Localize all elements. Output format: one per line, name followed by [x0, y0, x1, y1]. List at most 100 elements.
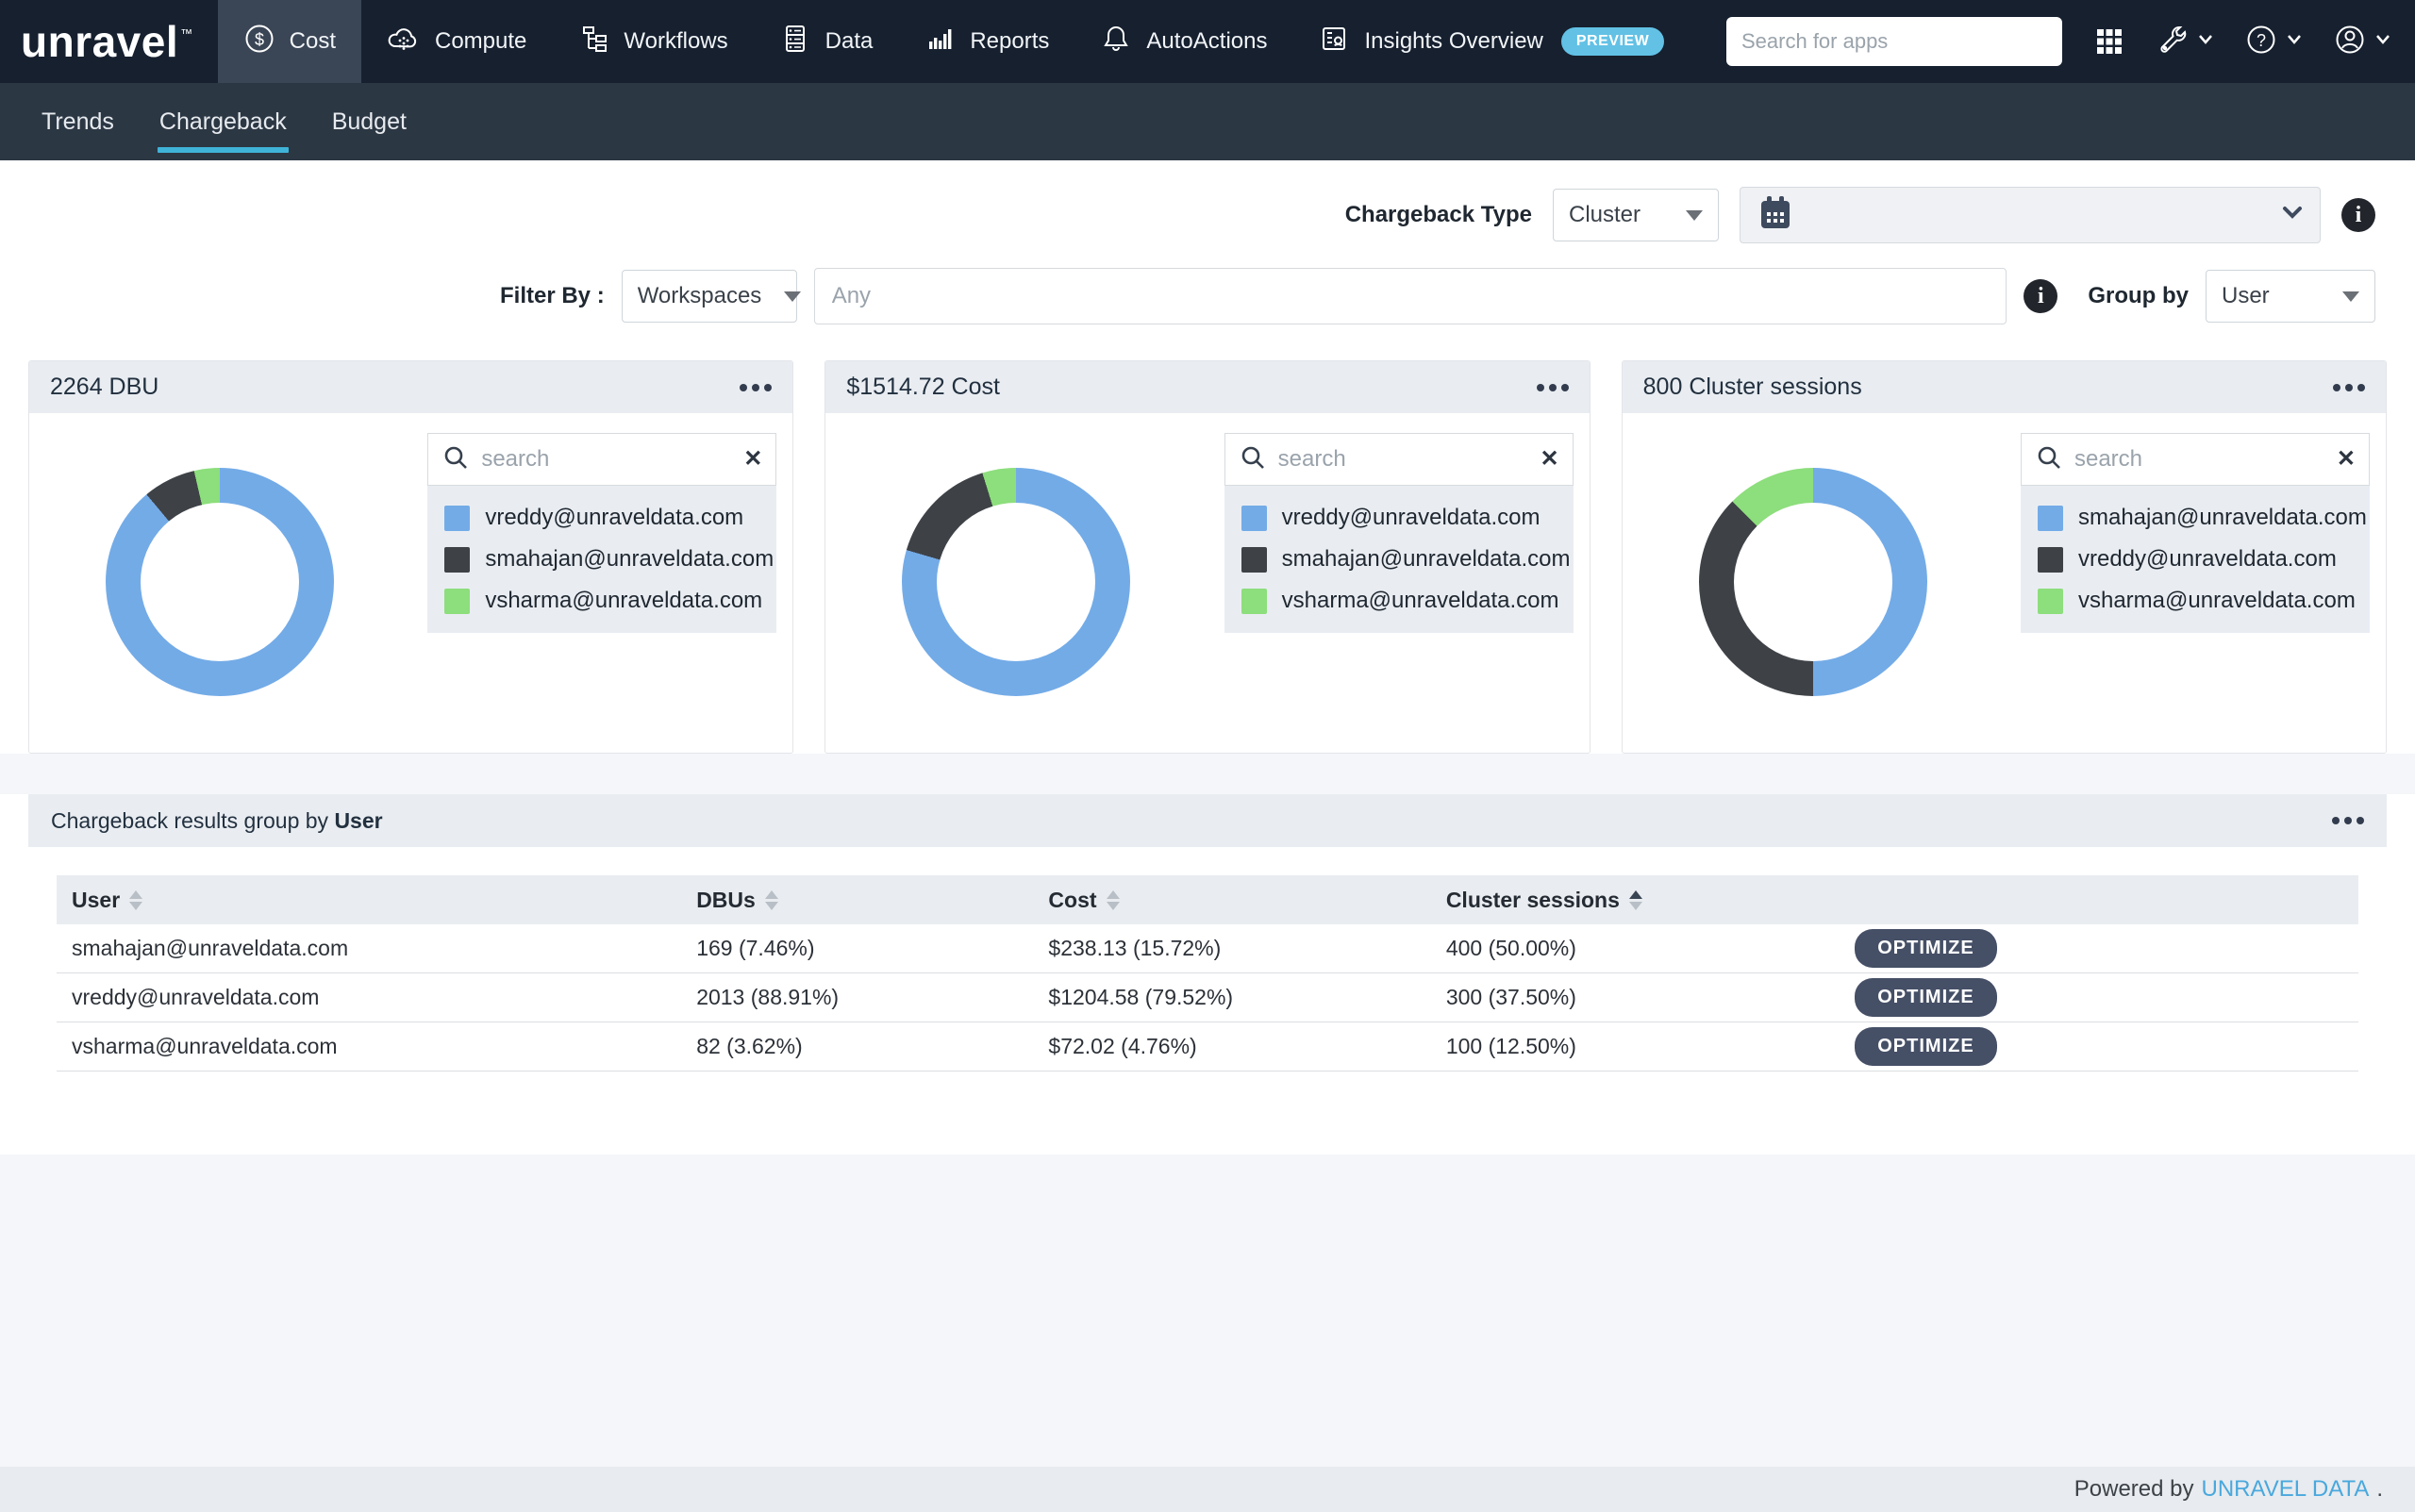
- cost-donut-chart[interactable]: [902, 468, 1131, 696]
- unravel-logo[interactable]: unravel ™: [0, 0, 218, 83]
- nav-item-label: Workflows: [624, 28, 728, 54]
- legend-item[interactable]: vreddy@unraveldata.com: [444, 505, 759, 531]
- tools-icon: [2157, 24, 2189, 60]
- close-icon[interactable]: ✕: [743, 446, 763, 472]
- chargeback-type-label: Chargeback Type: [1344, 202, 1532, 227]
- nav-item-cost[interactable]: $ Cost: [217, 0, 361, 83]
- legend: vreddy@unraveldata.com smahajan@unraveld…: [427, 486, 777, 633]
- user-avatar-icon: [2334, 24, 2366, 60]
- date-info-icon[interactable]: i: [2341, 198, 2375, 232]
- bell-icon: [1100, 23, 1132, 61]
- search-icon: [1239, 443, 1267, 476]
- nav-item-insights-overview[interactable]: Insights Overview PREVIEW: [1292, 0, 1690, 83]
- close-icon[interactable]: ✕: [1540, 446, 1559, 472]
- chargeback-results-section: Chargeback results group by User User DB…: [28, 794, 2387, 1098]
- legend-item[interactable]: vsharma@unraveldata.com: [1241, 588, 1558, 614]
- cell-sessions: 100 (12.50%): [1445, 1034, 1576, 1058]
- nav-item-compute[interactable]: Compute: [361, 0, 552, 83]
- legend-item[interactable]: vsharma@unraveldata.com: [2037, 588, 2356, 614]
- dbu-donut-chart[interactable]: [106, 468, 334, 696]
- cluster-sessions-donut-chart[interactable]: [1698, 468, 1927, 696]
- cell-dbus: 82 (3.62%): [696, 1034, 803, 1058]
- nav-item-data[interactable]: Data: [754, 0, 899, 83]
- nav-item-label: Insights Overview: [1364, 28, 1543, 54]
- legend-item[interactable]: smahajan@unraveldata.com: [1241, 546, 1571, 573]
- filter-value-input[interactable]: [813, 268, 2007, 324]
- results-title: Chargeback results group by User: [51, 807, 383, 833]
- legend-item[interactable]: smahajan@unraveldata.com: [444, 546, 774, 573]
- legend-search-input[interactable]: [481, 446, 733, 473]
- legend-item[interactable]: vreddy@unraveldata.com: [2037, 546, 2353, 573]
- chargeback-type-select[interactable]: Cluster: [1553, 189, 1719, 241]
- help-menu[interactable]: ?: [2245, 24, 2302, 60]
- account-menu[interactable]: [2334, 24, 2390, 60]
- tab-chargeback[interactable]: Chargeback: [137, 83, 309, 160]
- nav-item-label: Data: [824, 28, 874, 54]
- column-header-cluster-sessions[interactable]: Cluster sessions: [1446, 888, 1855, 913]
- tools-menu[interactable]: [2157, 24, 2213, 60]
- main-content: Chargeback Type Cluster i Filter By : Wo…: [0, 160, 2415, 1155]
- card-menu-icon[interactable]: [1536, 383, 1569, 391]
- legend-search-input[interactable]: [1277, 446, 1529, 473]
- legend-swatch: [2037, 546, 2063, 573]
- group-by-select[interactable]: User: [2206, 270, 2375, 323]
- tab-budget[interactable]: Budget: [331, 108, 407, 135]
- primary-nav: $ Cost Compute Workflows Data R: [217, 0, 1690, 83]
- tab-trends[interactable]: Trends: [42, 108, 114, 135]
- legend-search-input[interactable]: [2074, 446, 2325, 473]
- calendar-icon: [1757, 194, 1793, 237]
- date-range-picker[interactable]: [1740, 187, 2321, 243]
- cost-card: $1514.72 Cost ✕ vr: [824, 360, 1591, 754]
- svg-text:$: $: [255, 30, 264, 49]
- table-header-row: User DBUs Cost Cluster sessions: [57, 875, 2358, 924]
- workflow-icon: [577, 23, 609, 61]
- legend-swatch: [444, 546, 471, 573]
- chevron-down-icon: [2282, 206, 2303, 224]
- legend: vreddy@unraveldata.com smahajan@unraveld…: [1224, 486, 1574, 633]
- legend-item[interactable]: vreddy@unraveldata.com: [1241, 505, 1557, 531]
- nav-item-label: Compute: [435, 28, 527, 54]
- optimize-button[interactable]: OPTIMIZE: [1855, 1027, 1997, 1066]
- footer: Powered by UNRAVEL DATA .: [0, 1467, 2415, 1512]
- legend-item[interactable]: smahajan@unraveldata.com: [2037, 505, 2367, 531]
- nav-item-label: AutoActions: [1146, 28, 1268, 54]
- cell-user: vreddy@unraveldata.com: [72, 985, 320, 1009]
- search-input[interactable]: [1726, 17, 2062, 66]
- optimize-button[interactable]: OPTIMIZE: [1855, 929, 1997, 968]
- filter-info-icon[interactable]: i: [2024, 279, 2058, 313]
- nav-item-reports[interactable]: Reports: [898, 0, 1074, 83]
- cell-user: smahajan@unraveldata.com: [72, 936, 349, 960]
- nav-item-autoactions[interactable]: AutoActions: [1074, 0, 1292, 83]
- column-header-user[interactable]: User: [72, 888, 696, 913]
- card-menu-icon[interactable]: [740, 383, 773, 391]
- filter-row: Filter By : Workspaces i Group by User: [0, 262, 2415, 347]
- select-arrow-icon: [784, 291, 802, 302]
- card-menu-icon[interactable]: [2332, 383, 2365, 391]
- card-title: 2264 DBU: [50, 374, 159, 400]
- results-menu-icon[interactable]: [2332, 817, 2364, 824]
- trademark: ™: [180, 26, 193, 41]
- column-header-cost[interactable]: Cost: [1048, 888, 1445, 913]
- cell-sessions: 300 (37.50%): [1445, 985, 1576, 1009]
- close-icon[interactable]: ✕: [2336, 446, 2356, 472]
- legend-swatch: [2037, 505, 2063, 531]
- nav-item-workflows[interactable]: Workflows: [552, 0, 753, 83]
- legend-swatch: [1241, 546, 1267, 573]
- apps-grid-icon[interactable]: [2094, 26, 2124, 57]
- legend-item[interactable]: vsharma@unraveldata.com: [444, 588, 762, 614]
- summary-cards: 2264 DBU ✕ vreddy@: [0, 347, 2415, 754]
- sort-icon: [129, 889, 143, 910]
- top-nav-right: ?: [1726, 0, 2415, 83]
- optimize-button[interactable]: OPTIMIZE: [1855, 978, 1997, 1017]
- unravel-data-link[interactable]: UNRAVEL DATA: [2201, 1476, 2370, 1502]
- dollar-circle-icon: $: [243, 23, 275, 61]
- nav-item-label: Reports: [970, 28, 1050, 54]
- filter-by-label: Filter By :: [500, 283, 605, 308]
- cell-sessions: 400 (50.00%): [1445, 936, 1576, 960]
- column-header-dbus[interactable]: DBUs: [696, 888, 1048, 913]
- card-title: 800 Cluster sessions: [1642, 374, 1862, 400]
- preview-badge: PREVIEW: [1560, 27, 1665, 56]
- filter-by-select[interactable]: Workspaces: [621, 270, 802, 323]
- chevron-down-icon: [2198, 33, 2213, 50]
- cell-cost: $238.13 (15.72%): [1048, 936, 1222, 960]
